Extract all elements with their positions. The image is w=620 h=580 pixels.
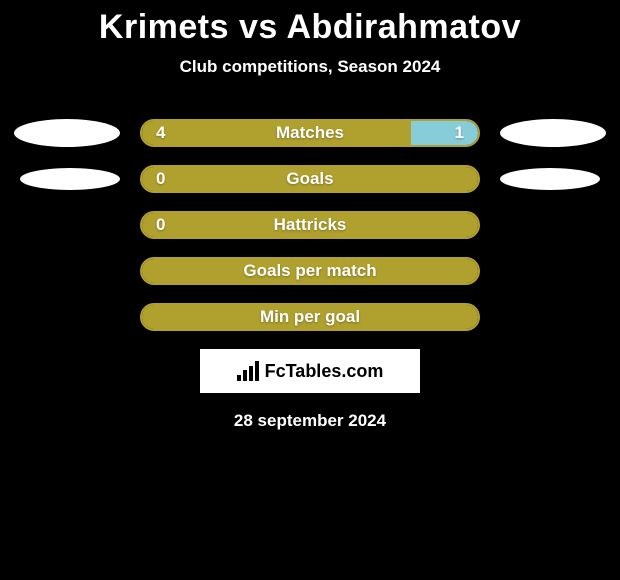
stat-bar: Min per goal — [140, 303, 480, 331]
left-ellipse — [14, 119, 120, 147]
right-ellipse — [500, 168, 600, 190]
stat-bar: Goals 0 — [140, 165, 480, 193]
stat-right-value: 1 — [455, 123, 464, 143]
stat-row: Hattricks 0 — [0, 211, 620, 239]
stat-label: Goals per match — [243, 261, 376, 281]
stat-label: Matches — [276, 123, 344, 143]
page-title: Krimets vs Abdirahmatov — [0, 0, 620, 47]
bar-fill-right — [411, 121, 478, 145]
subtitle: Club competitions, Season 2024 — [0, 57, 620, 77]
logo-text: FcTables.com — [265, 361, 384, 382]
stat-label: Hattricks — [274, 215, 347, 235]
date-text: 28 september 2024 — [0, 411, 620, 431]
stat-bar: Matches 4 1 — [140, 119, 480, 147]
right-ellipse — [500, 119, 606, 147]
stat-bar: Hattricks 0 — [140, 211, 480, 239]
stat-left-value: 0 — [156, 215, 165, 235]
stat-label: Min per goal — [260, 307, 360, 327]
left-ellipse — [20, 168, 120, 190]
stat-left-value: 4 — [156, 123, 165, 143]
logo-box: FcTables.com — [200, 349, 420, 393]
stat-label: Goals — [286, 169, 333, 189]
stat-row: Goals per match — [0, 257, 620, 285]
stat-bar: Goals per match — [140, 257, 480, 285]
chart-icon — [237, 361, 259, 381]
stat-row: Goals 0 — [0, 165, 620, 193]
stat-row: Min per goal — [0, 303, 620, 331]
stat-left-value: 0 — [156, 169, 165, 189]
stat-row: Matches 4 1 — [0, 119, 620, 147]
stats-rows: Matches 4 1 Goals 0 Hattricks 0 Goals per match… — [0, 119, 620, 331]
